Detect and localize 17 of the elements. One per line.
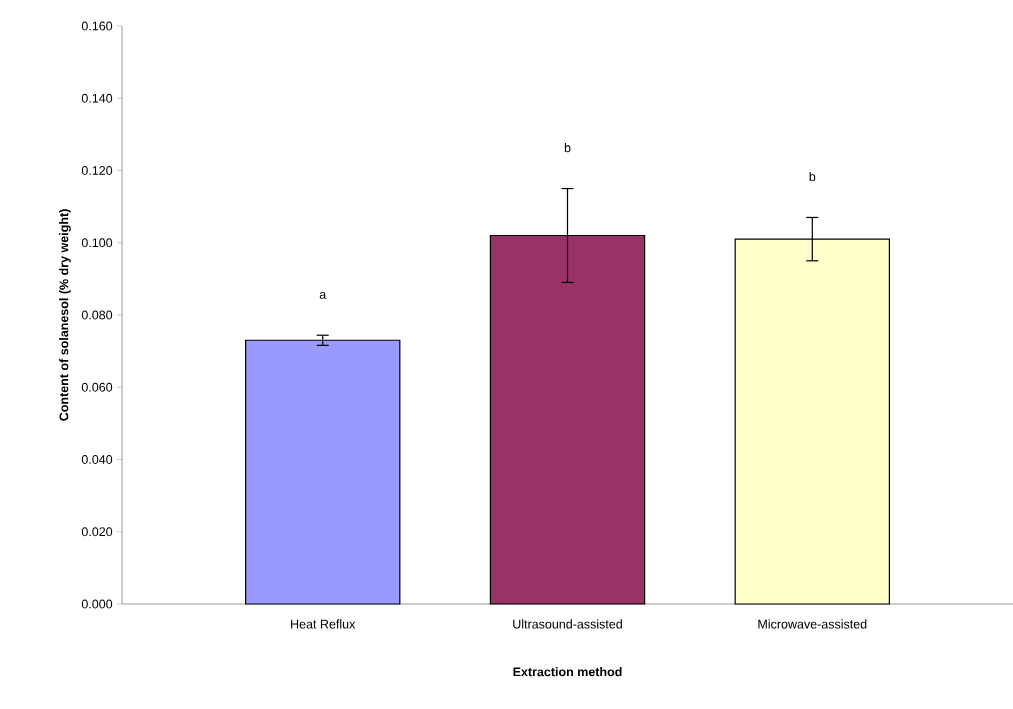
y-tick-label: 0.000 (81, 599, 113, 609)
y-tick-label: 0.080 (81, 310, 113, 320)
x-tick-label: Ultrasound-assisted (513, 619, 622, 629)
y-tick-label: 0.140 (81, 93, 113, 103)
y-tick-label: 0.100 (81, 238, 113, 248)
y-tick-label: 0.060 (81, 382, 113, 392)
y-tick-label: 0.160 (81, 21, 113, 31)
annotation: a (319, 292, 327, 299)
y-tick-label: 0.040 (81, 455, 113, 464)
x-tick-label: Heat Reflux (291, 619, 356, 629)
annotation: b (564, 143, 571, 153)
y-axis-title: Content of solanesol (% dry weight) (59, 209, 71, 421)
annotation: b (809, 171, 816, 182)
x-tick-label: Microwave-assisted (758, 619, 867, 629)
x-axis-title: Extraction method (513, 667, 622, 677)
y-tick-label: 0.120 (81, 166, 113, 175)
y-tick-label: 0.020 (81, 527, 113, 537)
